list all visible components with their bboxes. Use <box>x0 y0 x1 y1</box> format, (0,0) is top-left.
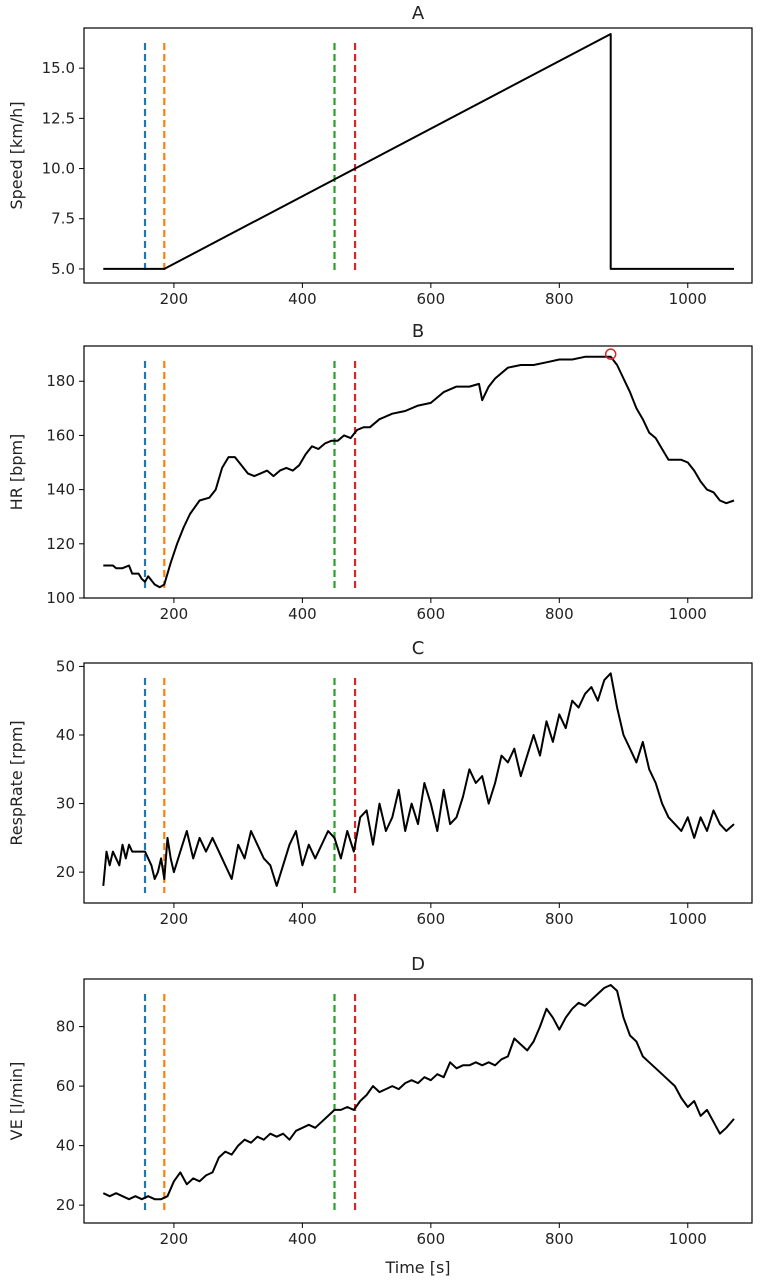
y-tick-label: 5.0 <box>51 260 75 278</box>
x-tick-label: 800 <box>545 290 574 308</box>
x-tick-label: 1000 <box>669 605 707 623</box>
x-tick-label: 1000 <box>669 290 707 308</box>
y-axis-title: RespRate [rpm] <box>7 720 26 845</box>
y-axis-title: HR [bpm] <box>7 434 26 511</box>
x-tick-label: 400 <box>288 290 317 308</box>
y-tick-label: 140 <box>46 481 75 499</box>
x-tick-label: 800 <box>545 910 574 928</box>
y-tick-label: 160 <box>46 426 75 444</box>
y-tick-label: 50 <box>56 657 75 675</box>
y-tick-label: 20 <box>56 863 75 881</box>
peak-marker <box>604 348 617 360</box>
y-tick-label: 40 <box>56 726 75 744</box>
y-tick-label: 60 <box>56 1077 75 1095</box>
x-tick-label: 800 <box>545 605 574 623</box>
data-series-line <box>103 355 735 589</box>
y-tick-label: 180 <box>46 372 75 390</box>
panel-title: C <box>412 638 425 659</box>
plot-frame <box>83 27 753 284</box>
x-tick-label: 1000 <box>669 910 707 928</box>
x-tick-label: 800 <box>545 1230 574 1248</box>
x-axis-title: Time [s] <box>384 1258 450 1277</box>
x-tick-label: 600 <box>417 1230 446 1248</box>
chart-panel-A: A Speed [km/h] 200 400 600 800 1000 5.0 7.5 10.0 1… <box>7 3 753 308</box>
data-series-line <box>102 984 735 1201</box>
x-tick-label: 200 <box>160 605 189 623</box>
x-tick-label: 600 <box>417 290 446 308</box>
x-tick-label: 600 <box>417 605 446 623</box>
y-tick-label: 12.5 <box>42 109 75 127</box>
chart-panel-C: C RespRate [rpm] 200 400 600 800 1000 20 30 40 50 <box>7 638 753 928</box>
panel-title: A <box>412 3 425 24</box>
panel-title: D <box>411 954 425 975</box>
panel-title: B <box>412 321 424 342</box>
figure-panels: A Speed [km/h] 200 400 600 800 1000 5.0 7.5 10.0 1… <box>7 3 753 1248</box>
y-tick-label: 40 <box>56 1137 75 1155</box>
chart-panel-D: D VE [l/min] 200 400 600 800 1000 20 40 60 80 <box>7 954 753 1248</box>
plot-frame <box>83 978 753 1224</box>
y-tick-label: 120 <box>46 535 75 553</box>
y-tick-label: 20 <box>56 1196 75 1214</box>
x-tick-label: 200 <box>160 910 189 928</box>
x-tick-label: 400 <box>288 1230 317 1248</box>
y-tick-label: 100 <box>46 589 75 607</box>
x-tick-label: 1000 <box>669 1230 707 1248</box>
x-tick-label: 200 <box>160 290 189 308</box>
plot-frame <box>83 662 753 904</box>
y-tick-label: 30 <box>56 795 75 813</box>
data-series-line <box>102 672 735 887</box>
data-series-line <box>103 33 734 270</box>
y-tick-label: 80 <box>56 1018 75 1036</box>
x-tick-label: 400 <box>288 910 317 928</box>
y-tick-label: 15.0 <box>42 59 75 77</box>
y-tick-label: 10.0 <box>42 160 75 178</box>
x-tick-label: 400 <box>288 605 317 623</box>
chart-panel-B: B HR [bpm] 200 400 600 800 1000 100 120 140 160 180 <box>7 321 753 623</box>
plot-frame <box>83 345 753 599</box>
y-tick-label: 7.5 <box>51 210 75 228</box>
y-axis-title: VE [l/min] <box>7 1062 26 1141</box>
y-axis-title: Speed [km/h] <box>7 101 26 209</box>
x-tick-label: 200 <box>160 1230 189 1248</box>
x-tick-label: 600 <box>417 910 446 928</box>
